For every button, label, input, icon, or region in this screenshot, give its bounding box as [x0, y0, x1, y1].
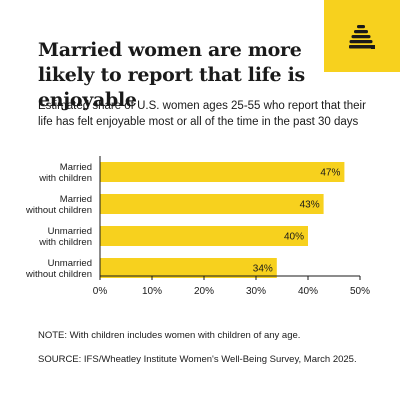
bar-chart: 47% Married with children 43% Married without…	[25, 156, 370, 297]
chart-title: Married women are more likely to report …	[38, 39, 305, 111]
x-tick-label-5: 50%	[350, 286, 370, 297]
x-tick-label-1: 10%	[142, 286, 162, 297]
footnote: NOTE: With children includes women with …	[38, 330, 301, 341]
category-label-0: Married with children	[38, 162, 92, 184]
bar-0	[100, 162, 345, 182]
logo-block	[324, 0, 400, 72]
bar-3	[100, 258, 277, 278]
data-label-0: 47%	[320, 168, 340, 179]
bar-2	[100, 226, 308, 246]
beehive-icon	[349, 25, 375, 49]
chart-subtitle: Estimated share of U.S. women ages 25-55…	[38, 100, 366, 128]
category-label-1: Married without children	[25, 194, 92, 216]
x-tick-label-0: 0%	[93, 286, 108, 297]
data-label-2: 40%	[284, 232, 304, 243]
x-tick-label-4: 40%	[298, 286, 318, 297]
bar-1	[100, 194, 324, 214]
data-label-3: 34%	[253, 264, 273, 275]
data-label-1: 43%	[300, 200, 320, 211]
x-tick-label-3: 30%	[246, 286, 266, 297]
category-label-2: Unmarried with children	[38, 226, 92, 248]
category-label-3: Unmarried without children	[25, 258, 92, 280]
source-note: SOURCE: IFS/Wheatley Institute Women's W…	[38, 354, 357, 365]
x-tick-label-2: 20%	[194, 286, 214, 297]
